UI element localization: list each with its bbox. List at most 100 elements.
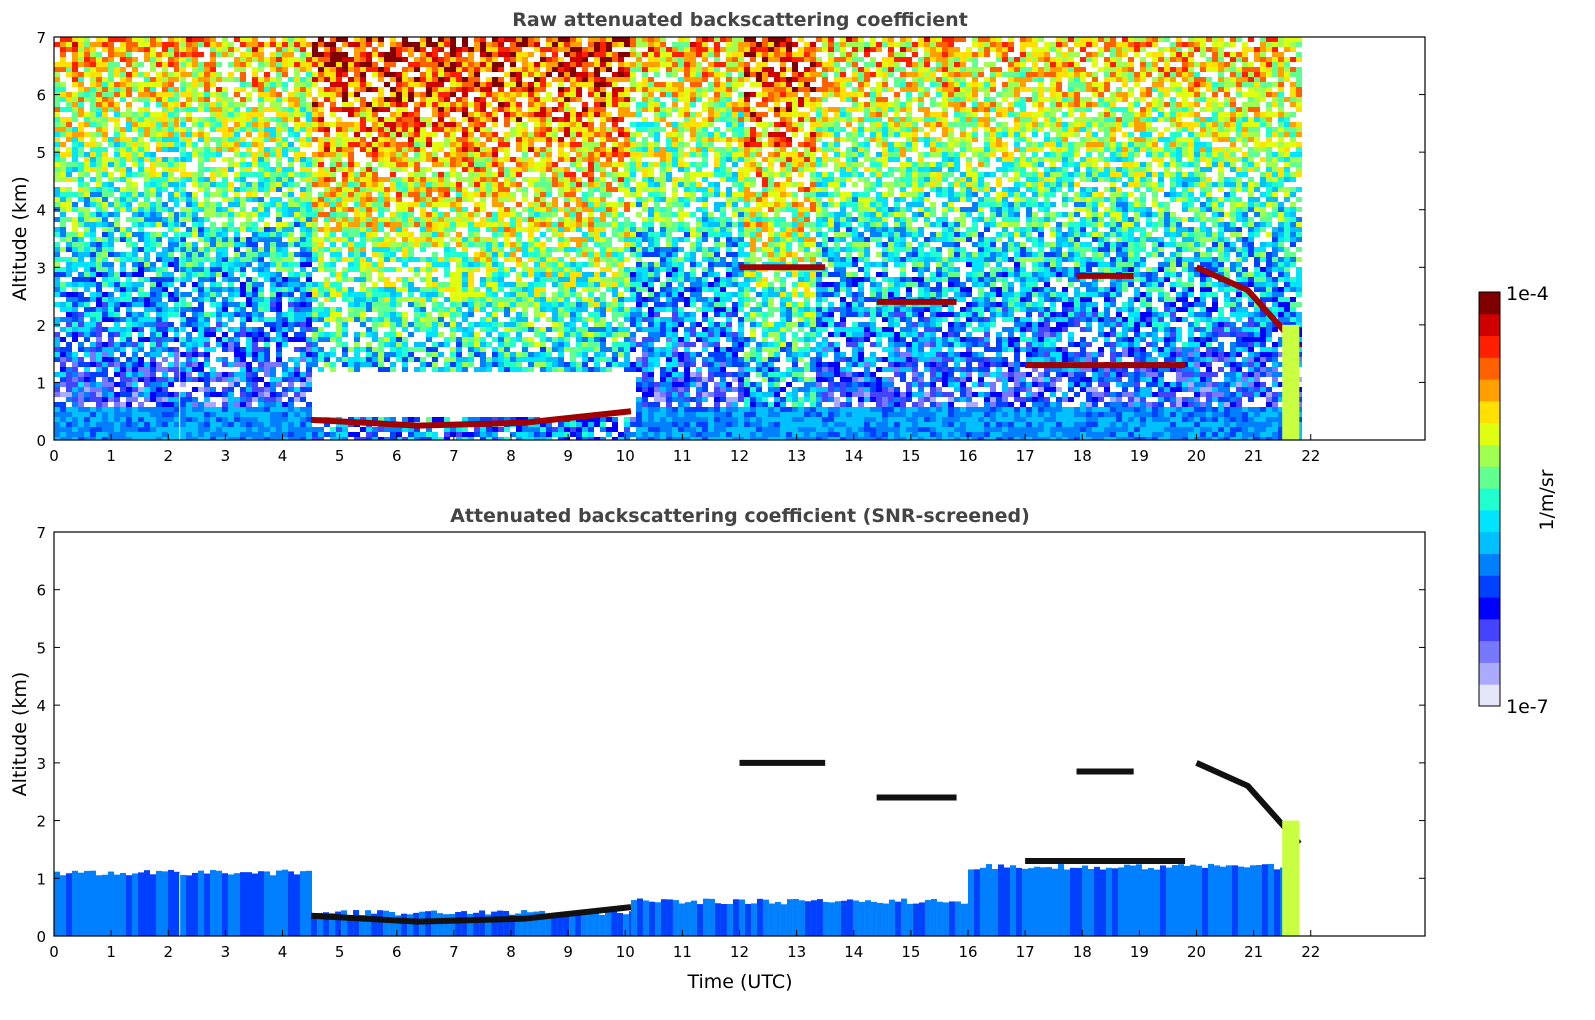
cell xyxy=(192,197,198,202)
cell xyxy=(450,187,456,192)
cell xyxy=(60,327,66,332)
cell xyxy=(72,72,78,77)
cell xyxy=(378,137,384,142)
cell xyxy=(468,312,474,317)
cell xyxy=(486,432,492,437)
cell xyxy=(426,432,432,437)
cell xyxy=(390,297,396,302)
cell xyxy=(300,407,306,412)
cell xyxy=(528,97,534,102)
cell xyxy=(84,427,90,432)
cell xyxy=(156,127,162,132)
cell xyxy=(438,257,444,262)
cell xyxy=(108,172,114,177)
cell xyxy=(372,157,378,162)
cell xyxy=(66,202,72,207)
cell xyxy=(396,192,402,197)
cell xyxy=(354,227,360,232)
cell xyxy=(216,47,222,52)
cell xyxy=(420,247,426,252)
cell xyxy=(162,202,168,207)
cell xyxy=(312,152,318,157)
cell xyxy=(492,277,498,282)
cell xyxy=(474,212,480,217)
cell xyxy=(198,342,204,347)
cell xyxy=(300,347,306,352)
cell xyxy=(498,147,504,152)
cell xyxy=(240,387,246,392)
cell xyxy=(432,162,438,167)
cell xyxy=(270,327,276,332)
cell xyxy=(138,132,144,137)
cell xyxy=(534,62,540,67)
cell xyxy=(456,357,462,362)
cell xyxy=(192,142,198,147)
cell xyxy=(234,37,240,42)
cell xyxy=(366,57,372,62)
cell xyxy=(462,97,468,102)
cell xyxy=(216,437,222,440)
cell xyxy=(108,82,114,87)
cell xyxy=(66,92,72,97)
cell xyxy=(102,282,108,287)
cell xyxy=(162,42,168,47)
cell xyxy=(150,432,156,437)
cell xyxy=(378,197,384,202)
cell xyxy=(162,172,168,177)
cell xyxy=(132,412,138,417)
cell xyxy=(228,227,234,232)
cell xyxy=(324,152,330,157)
cell xyxy=(468,77,474,82)
cell xyxy=(408,292,414,297)
cell xyxy=(432,322,438,327)
cell xyxy=(324,222,330,227)
cell xyxy=(60,197,66,202)
cell xyxy=(84,112,90,117)
cell xyxy=(288,167,294,172)
cell xyxy=(366,237,372,242)
cell xyxy=(342,167,348,172)
cell xyxy=(342,197,348,202)
cell xyxy=(54,177,60,182)
cell xyxy=(372,282,378,287)
cell xyxy=(156,352,162,357)
cell xyxy=(288,322,294,327)
cell xyxy=(402,222,408,227)
cell xyxy=(90,362,96,367)
cell xyxy=(72,117,78,122)
cell xyxy=(114,87,120,92)
cell xyxy=(78,112,84,117)
cell xyxy=(414,47,420,52)
cell xyxy=(186,42,192,47)
cell xyxy=(192,97,198,102)
cell xyxy=(312,172,318,177)
cell xyxy=(114,187,120,192)
cell xyxy=(264,362,270,367)
cell xyxy=(336,187,342,192)
cell xyxy=(96,252,102,257)
cell xyxy=(240,252,246,257)
cell xyxy=(78,382,84,387)
cell xyxy=(228,437,234,440)
cell xyxy=(420,367,426,372)
cell xyxy=(222,407,228,412)
cell xyxy=(366,362,372,367)
cell xyxy=(252,407,258,412)
cell xyxy=(234,287,240,292)
cell xyxy=(480,297,486,302)
cell xyxy=(66,392,72,397)
cell xyxy=(312,437,318,440)
cell xyxy=(60,212,66,217)
cell xyxy=(444,197,450,202)
cell xyxy=(264,322,270,327)
cell xyxy=(474,287,480,292)
cell xyxy=(450,77,456,82)
cell xyxy=(150,212,156,217)
cell xyxy=(522,42,528,47)
cell xyxy=(96,307,102,312)
cell xyxy=(174,202,180,207)
cell xyxy=(492,242,498,247)
cell xyxy=(96,157,102,162)
cell xyxy=(414,107,420,112)
cell xyxy=(402,207,408,212)
